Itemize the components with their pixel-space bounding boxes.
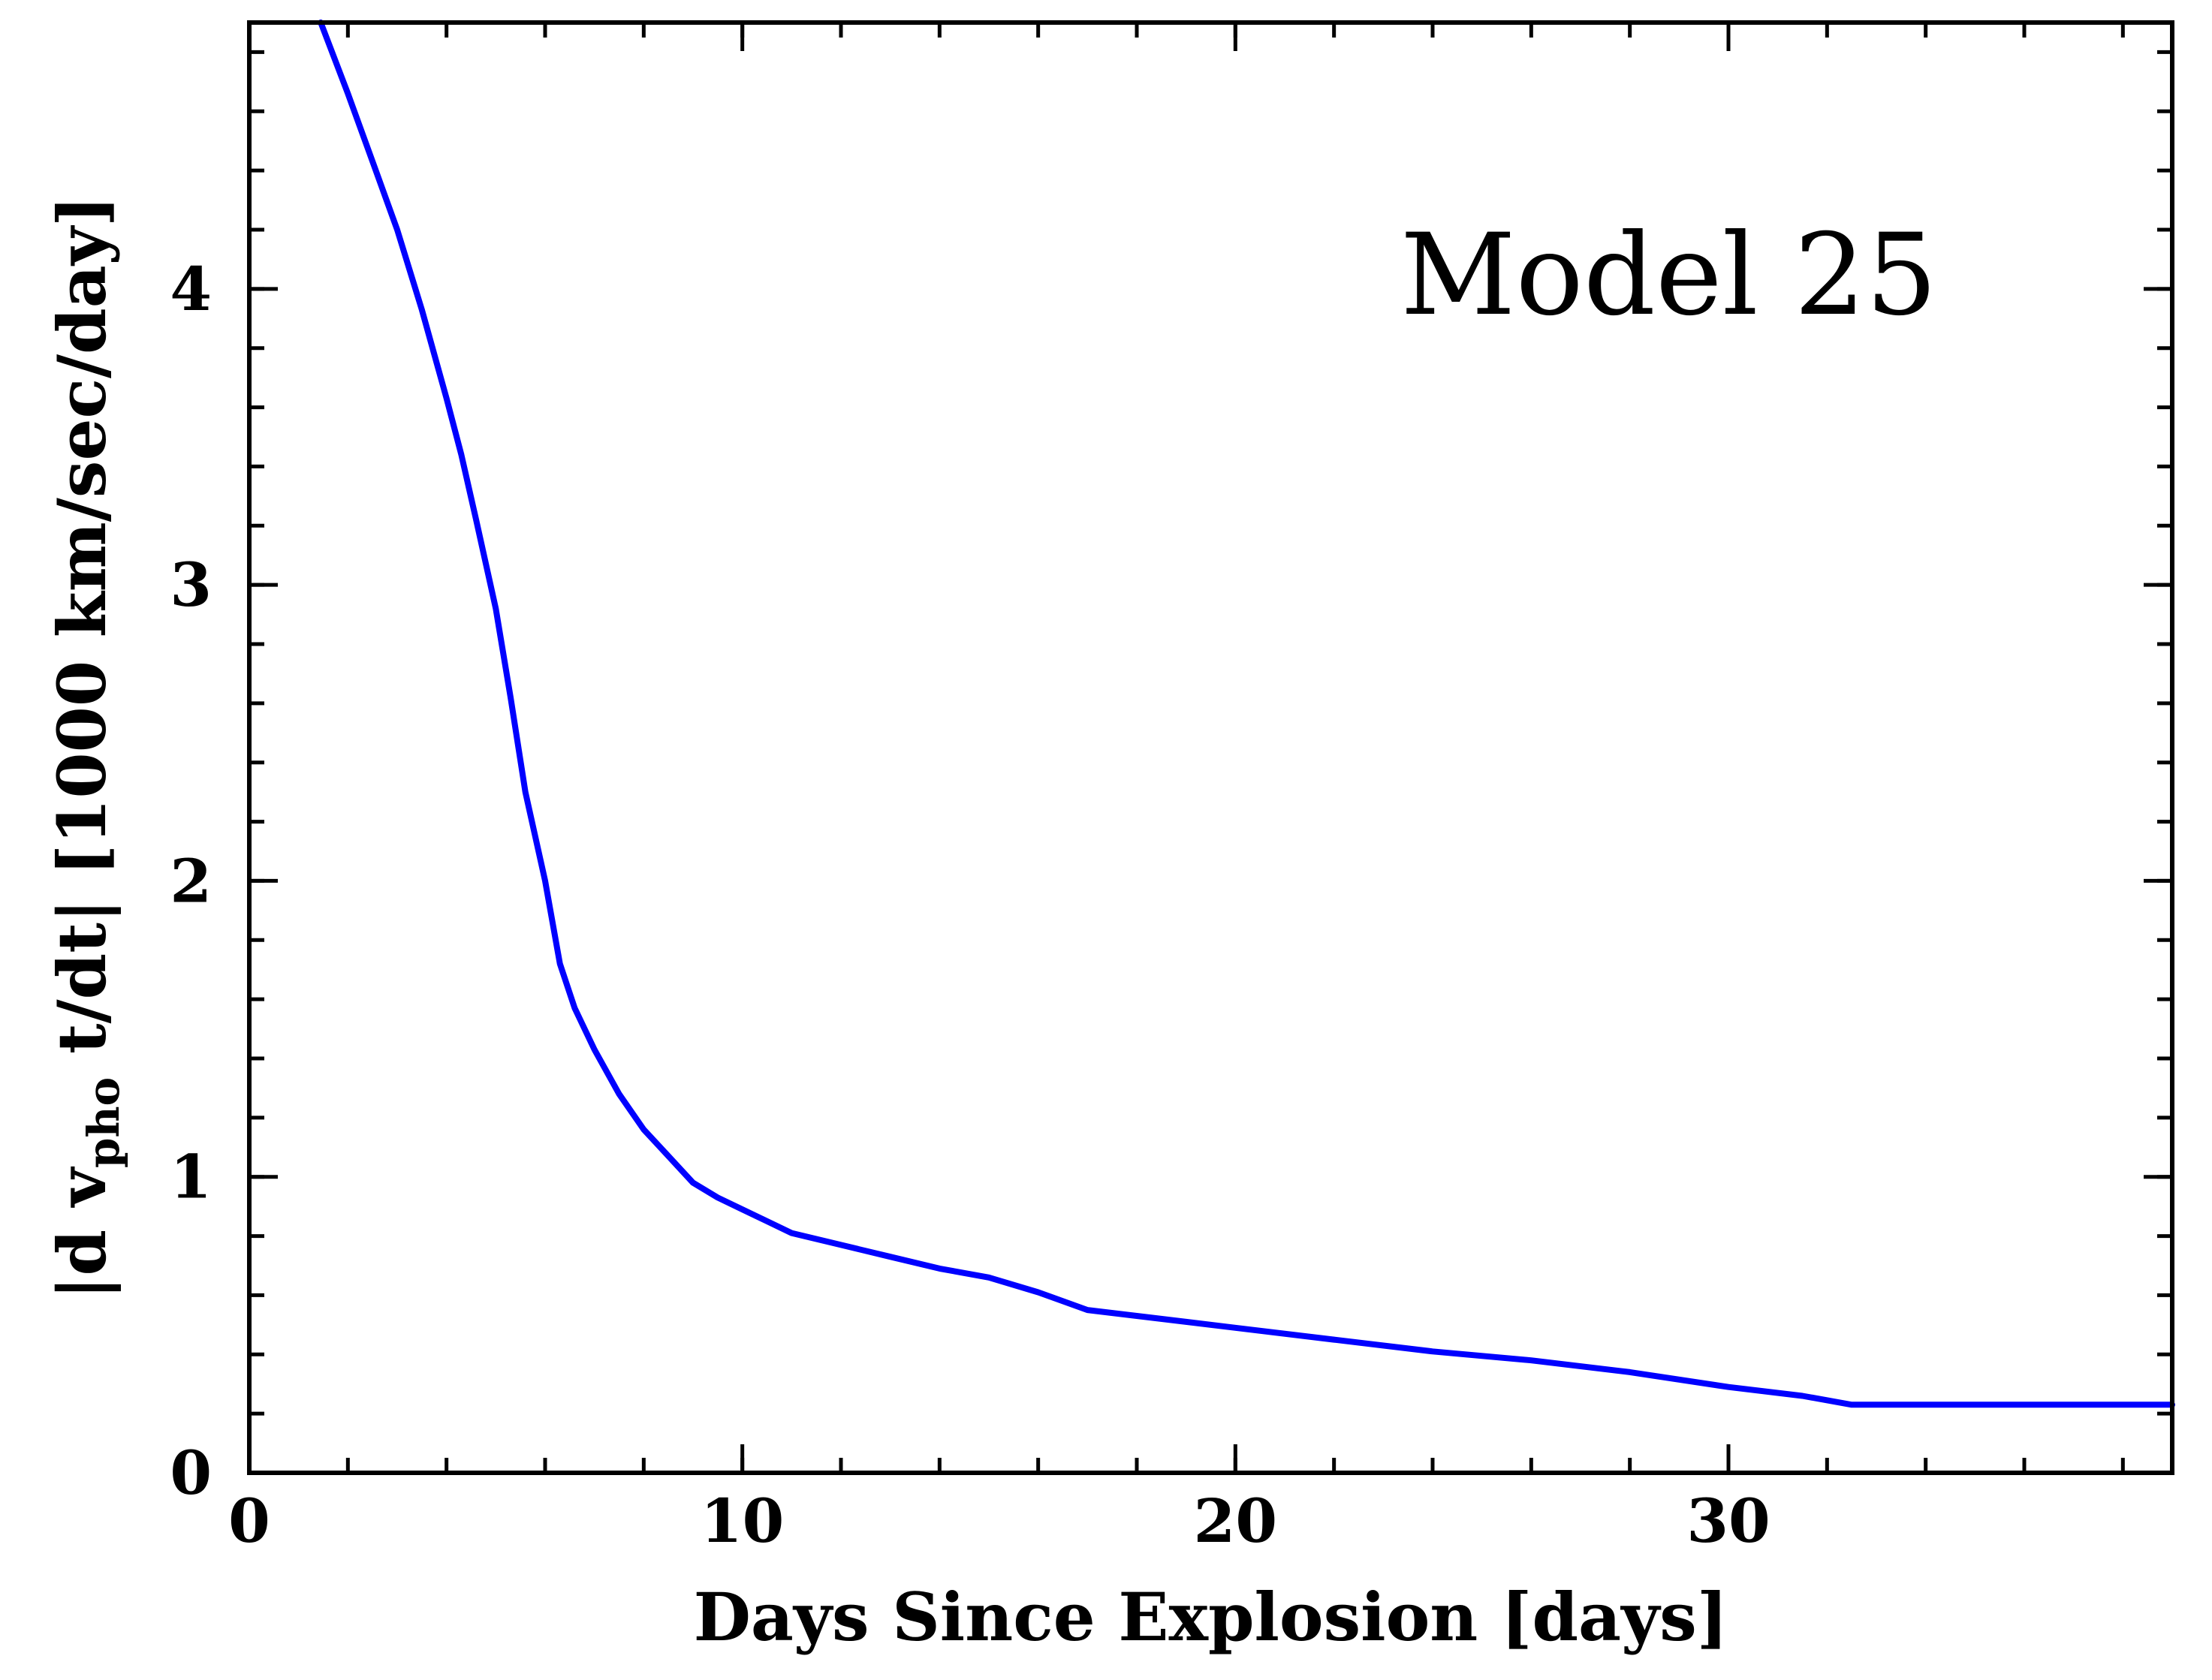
y-axis-label-suffix: t/dt| [1000 km/sec/day] xyxy=(43,196,121,1077)
y-tick-label: 3 xyxy=(170,549,212,620)
series-line xyxy=(318,20,2175,1408)
tick-labels: 0 10 20 30 0 1 2 3 4 xyxy=(170,254,1770,1556)
x-tick-label: 0 xyxy=(228,1486,270,1556)
plot-frame xyxy=(247,20,2174,1475)
axis-ticks xyxy=(247,23,2172,1475)
x-tick-label: 30 xyxy=(1686,1486,1770,1556)
x-axis-label: Days Since Explosion [days] xyxy=(694,1578,1728,1656)
series-layer xyxy=(318,20,2175,1408)
y-axis-label-subscript: pho xyxy=(78,1077,129,1168)
y-axis-label-prefix: |d v xyxy=(43,1166,121,1299)
y-tick-label: 2 xyxy=(170,845,212,916)
y-axis-label: |d vpho t/dt| [1000 km/sec/day] xyxy=(43,196,129,1300)
x-tick-label: 10 xyxy=(701,1486,784,1556)
model-annotation: Model 25 xyxy=(1400,210,1937,341)
y-tick-label: 4 xyxy=(170,254,212,324)
y-tick-label: 0 xyxy=(170,1438,212,1508)
y-tick-label: 1 xyxy=(170,1142,212,1212)
x-tick-label: 20 xyxy=(1194,1486,1277,1556)
